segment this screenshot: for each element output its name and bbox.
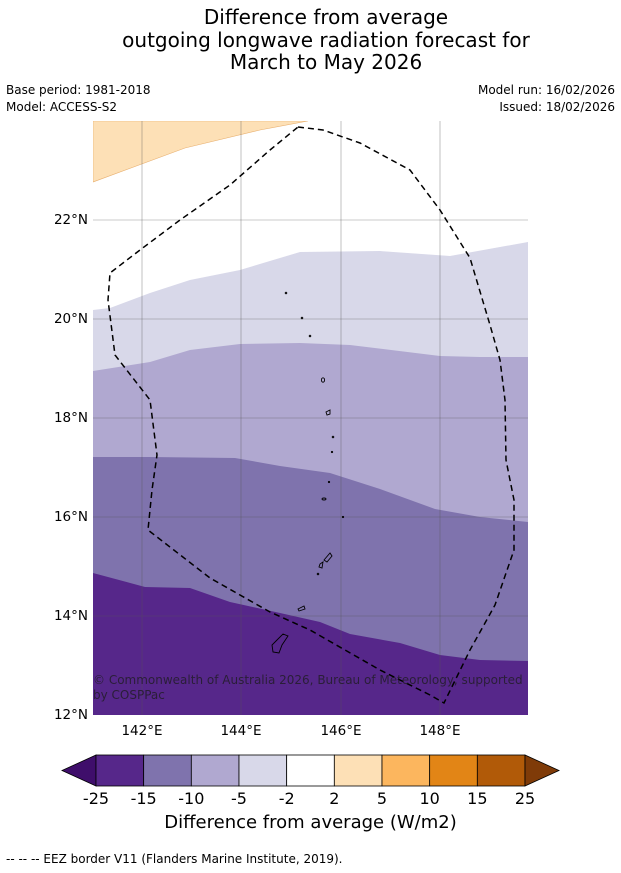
colorbar-swatches bbox=[61, 754, 560, 787]
title-line-2: outgoing longwave radiation forecast for bbox=[122, 27, 530, 52]
lon-label-142e: 142°E bbox=[121, 723, 162, 739]
colorbar-swatch bbox=[190, 754, 240, 787]
issued-date: Issued: 18/02/2026 bbox=[499, 100, 615, 114]
lat-label-18n: 18°N bbox=[54, 410, 88, 426]
colorbar-tick-label: 15 bbox=[467, 789, 487, 808]
colorbar-swatch bbox=[95, 754, 145, 787]
lat-label-12n: 12°N bbox=[54, 707, 88, 723]
colorbar-tick-label: 10 bbox=[419, 789, 439, 808]
colorbar-extend-low bbox=[61, 754, 97, 787]
model-name: Model: ACCESS-S2 bbox=[6, 100, 118, 114]
colorbar-ticks: -25 -15 -10 -5 -2 2 5 10 15 25 bbox=[83, 789, 535, 808]
copyright-line-1: © Commonwealth of Australia 2026, Bureau… bbox=[93, 673, 523, 687]
meta-right: Model run: 16/02/2026 Issued: 18/02/2026 bbox=[478, 82, 615, 116]
colorbar-swatch bbox=[143, 754, 192, 787]
colorbar-tick-label: 5 bbox=[377, 789, 387, 808]
eez-border bbox=[107, 126, 515, 705]
colorbar-swatch bbox=[381, 754, 431, 787]
title-line-1: Difference from average bbox=[203, 5, 449, 29]
title-line-3: March to May 2026 bbox=[229, 50, 423, 74]
colorbar-tick-label: 25 bbox=[515, 789, 535, 808]
colorbar-swatch bbox=[333, 754, 383, 787]
meta-left: Base period: 1981-2018 Model: ACCESS-S2 bbox=[6, 82, 151, 116]
map-gridlines bbox=[93, 121, 528, 715]
colorbar-swatch bbox=[286, 754, 335, 787]
lon-label-144e: 144°E bbox=[220, 723, 261, 739]
map-plot-area: © Commonwealth of Australia 2026, Bureau… bbox=[93, 121, 528, 715]
colorbar-swatch bbox=[429, 754, 478, 787]
colorbar-tick-label: -2 bbox=[279, 789, 295, 808]
map: © Commonwealth of Australia 2026, Bureau… bbox=[54, 121, 528, 739]
colorbar-tick-label: -5 bbox=[231, 789, 247, 808]
lat-label-14n: 14°N bbox=[54, 608, 88, 624]
colorbar: -25 -15 -10 -5 -2 2 5 10 15 25 bbox=[61, 754, 560, 808]
colorbar-tick-label: 2 bbox=[329, 789, 339, 808]
model-run: Model run: 16/02/2026 bbox=[477, 83, 615, 97]
base-period: Base period: 1981-2018 bbox=[6, 83, 151, 97]
colorbar-tick-label: -25 bbox=[83, 789, 109, 808]
colorbar-tick-label: -10 bbox=[178, 789, 204, 808]
copyright-line-2: by COSPPac bbox=[93, 688, 165, 702]
lat-label-22n: 22°N bbox=[54, 212, 88, 228]
anomaly-band-minus-25-to-15 bbox=[93, 573, 528, 715]
lat-label-20n: 20°N bbox=[54, 311, 88, 327]
lon-label-148e: 148°E bbox=[419, 723, 460, 739]
colorbar-tick-label: -15 bbox=[131, 789, 157, 808]
colorbar-extend-high bbox=[524, 754, 560, 787]
colorbar-label: Difference from average (W/m2) bbox=[164, 812, 457, 833]
colorbar-swatch bbox=[476, 754, 526, 787]
lon-label-146e: 146°E bbox=[320, 723, 361, 739]
island-outlines bbox=[271, 291, 345, 654]
anomaly-band-plus-2-to-5 bbox=[93, 121, 309, 183]
footer-note: -- -- -- EEZ border V11 (Flanders Marine… bbox=[6, 852, 343, 866]
lat-label-16n: 16°N bbox=[54, 509, 88, 525]
colorbar-swatch bbox=[238, 754, 288, 787]
chart-title: Difference from average outgoing longwav… bbox=[0, 6, 621, 74]
